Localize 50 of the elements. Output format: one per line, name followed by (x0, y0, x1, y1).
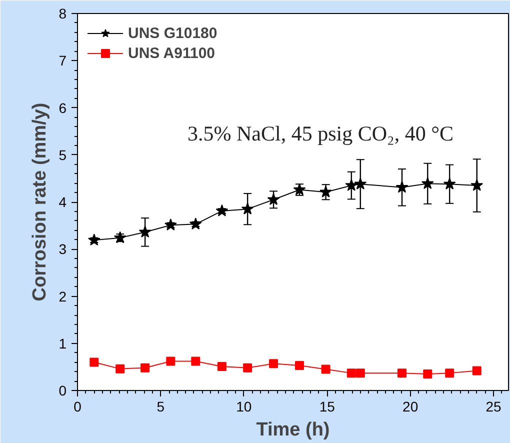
x-tick-label: 25 (486, 398, 502, 414)
x-tick-label: 15 (319, 398, 336, 414)
x-axis-title: Time (h) (256, 420, 330, 440)
y-tick-label: 3 (58, 241, 67, 258)
point (88, 234, 100, 246)
point (166, 356, 176, 366)
annotation: 3.5% NaCl, 45 psig CO₂, 40 °C (188, 122, 454, 146)
point (116, 364, 125, 374)
y-tick-label: 1 (58, 335, 67, 352)
point (90, 358, 99, 367)
point (140, 363, 150, 372)
point (243, 363, 252, 372)
point (396, 180, 408, 193)
y-tick-label: 5 (58, 146, 67, 163)
point (320, 186, 332, 198)
x-tick-label: 10 (236, 398, 252, 414)
y-tick-label: 7 (58, 52, 67, 69)
y-tick-label: 0 (58, 382, 67, 398)
point (356, 368, 365, 378)
point (267, 193, 280, 205)
point (269, 359, 278, 368)
x-tick-label: 0 (74, 398, 82, 414)
y-tick-label: 6 (58, 100, 67, 116)
point (443, 178, 456, 190)
x-tick-label: 5 (156, 398, 165, 414)
point (321, 364, 330, 374)
point (346, 368, 356, 378)
point (354, 178, 367, 190)
point (217, 362, 226, 371)
point (216, 204, 228, 216)
point (472, 366, 482, 376)
legend-label: UNS A91100 (128, 44, 215, 62)
y-axis-title: Corrosion rate (mm/y) (30, 102, 51, 302)
point (470, 179, 484, 191)
x-tick-label: 20 (402, 398, 418, 414)
legend-label: UNS G10180 (128, 24, 218, 42)
point (138, 226, 152, 238)
point (421, 177, 434, 189)
y-tick-label: 8 (58, 6, 67, 22)
point (294, 361, 304, 370)
y-tick-label: 4 (58, 194, 67, 210)
point (423, 370, 432, 379)
point (191, 356, 200, 366)
point (241, 202, 254, 214)
point (189, 218, 202, 230)
point (345, 179, 358, 191)
point (445, 368, 454, 378)
y-tick-label: 2 (58, 288, 67, 304)
point (164, 218, 177, 230)
point (398, 368, 406, 378)
